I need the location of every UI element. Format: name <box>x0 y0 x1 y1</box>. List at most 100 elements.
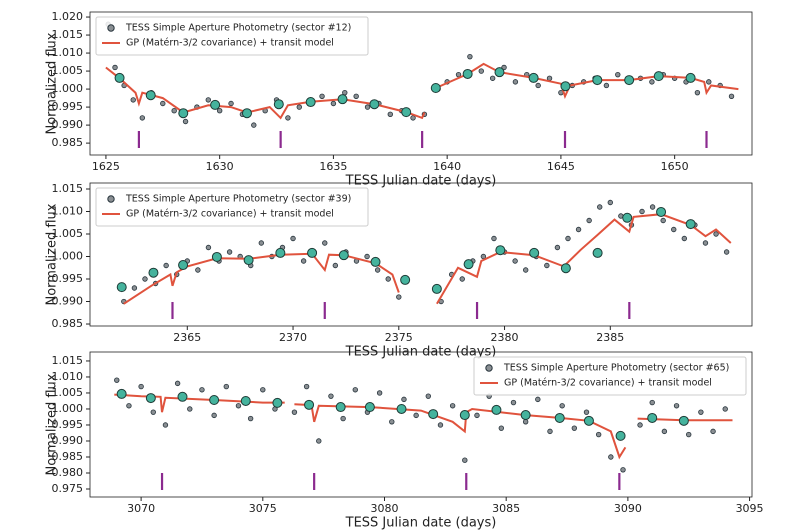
x-tick-label: 3070 <box>127 502 155 515</box>
binned-point <box>307 247 318 258</box>
binned-point <box>592 247 603 258</box>
data-point <box>352 387 358 393</box>
data-point <box>480 253 487 260</box>
data-point <box>364 104 371 110</box>
data-point <box>182 118 189 125</box>
data-point <box>228 100 234 107</box>
y-tick-label: 1.000 <box>52 250 84 263</box>
axes-frame <box>89 351 753 498</box>
data-point <box>385 276 391 282</box>
binned-point <box>615 430 626 441</box>
data-point <box>597 204 603 210</box>
data-point <box>512 258 518 264</box>
binned-point <box>177 391 188 402</box>
binned-point <box>529 247 540 258</box>
y-tick-label: 1.000 <box>52 402 84 415</box>
binned-point <box>622 212 633 223</box>
binned-point <box>209 395 220 406</box>
plot-area <box>116 199 732 319</box>
x-tick-label: 1625 <box>92 160 120 173</box>
data-point <box>353 93 359 99</box>
binned-point <box>148 267 159 278</box>
data-point <box>150 409 156 415</box>
binned-point <box>211 251 222 262</box>
binned-point <box>241 108 252 119</box>
y-tick-label: 1.010 <box>52 46 84 59</box>
data-point <box>571 425 578 431</box>
binned-point <box>463 259 474 270</box>
data-point <box>247 415 254 422</box>
data-point <box>291 409 298 415</box>
plot-area <box>114 377 733 490</box>
legend-marker <box>107 195 115 203</box>
data-point <box>649 399 655 406</box>
y-tick-label: 1.020 <box>52 10 84 23</box>
data-point <box>114 377 120 383</box>
binned-point <box>560 263 571 274</box>
axes-frame <box>89 11 753 156</box>
x-tick-label: 2375 <box>385 331 413 344</box>
y-tick-label: 0.975 <box>52 482 84 495</box>
data-point <box>522 267 529 273</box>
data-point <box>131 285 138 291</box>
panel: 3070 3075 3080 3085 3090 3095 0.975 0.980 0.985 0… <box>45 351 764 530</box>
data-point <box>554 244 561 251</box>
data-point <box>681 235 688 242</box>
binned-point <box>528 72 539 83</box>
binned-point <box>396 403 407 414</box>
y-tick-label: 1.005 <box>52 64 84 77</box>
data-point <box>522 419 529 425</box>
data-point <box>575 226 582 233</box>
y-tick-label: 1.005 <box>52 227 84 240</box>
x-tick-label: 3090 <box>614 502 642 515</box>
binned-point <box>364 402 375 413</box>
legend-box <box>473 356 747 396</box>
data-point <box>512 79 519 85</box>
data-point <box>510 399 517 406</box>
binned-point <box>116 388 127 399</box>
binned-point <box>305 97 316 108</box>
panel: 2365 2370 2375 2380 2385 0.985 0.990 0.995 1.000… <box>45 182 753 360</box>
x-tick-label: 1630 <box>206 160 234 173</box>
data-point <box>595 431 602 438</box>
binned-point <box>272 397 283 408</box>
data-point <box>546 75 553 81</box>
data-point <box>620 467 626 473</box>
data-point <box>160 100 166 107</box>
binned-point <box>678 415 689 426</box>
data-point <box>205 97 211 103</box>
data-point <box>112 64 118 71</box>
x-tick-label: 3085 <box>492 502 520 515</box>
data-point <box>673 403 680 409</box>
y-tick-label: 0.990 <box>52 118 84 131</box>
y-tick-label: 1.015 <box>52 182 84 195</box>
data-point <box>199 387 205 393</box>
model-line <box>123 213 732 305</box>
data-point <box>491 235 497 242</box>
legend-label: GP (Matérn-3/2 covariance) + transit mod… <box>504 378 712 389</box>
x-tick-label: 2385 <box>596 331 624 344</box>
y-tick-label: 0.990 <box>52 434 84 447</box>
data-point <box>586 217 592 224</box>
legend-label: GP (Matérn-3/2 covariance) + transit mod… <box>126 38 334 49</box>
legend-label: TESS Simple Aperture Photometry (sector … <box>125 23 351 34</box>
y-axis-label: Normalized flux <box>45 203 60 305</box>
binned-point <box>560 81 571 92</box>
data-point <box>163 262 169 269</box>
legend: TESS Simple Aperture Photometry (sector … <box>95 187 369 227</box>
data-point <box>235 403 242 409</box>
binned-point <box>114 72 125 83</box>
y-tick-label: 1.015 <box>52 28 84 41</box>
data-point <box>319 93 325 99</box>
binned-point <box>494 67 505 78</box>
binned-point <box>462 68 473 79</box>
y-tick-label: 1.015 <box>52 354 84 367</box>
data-point <box>607 199 613 206</box>
binned-point <box>685 72 696 83</box>
binned-point <box>428 409 439 420</box>
binned-point <box>431 283 442 294</box>
y-tick-label: 0.985 <box>52 136 84 149</box>
binned-point <box>430 83 441 94</box>
y-axis-label: Normalized flux <box>45 373 60 475</box>
